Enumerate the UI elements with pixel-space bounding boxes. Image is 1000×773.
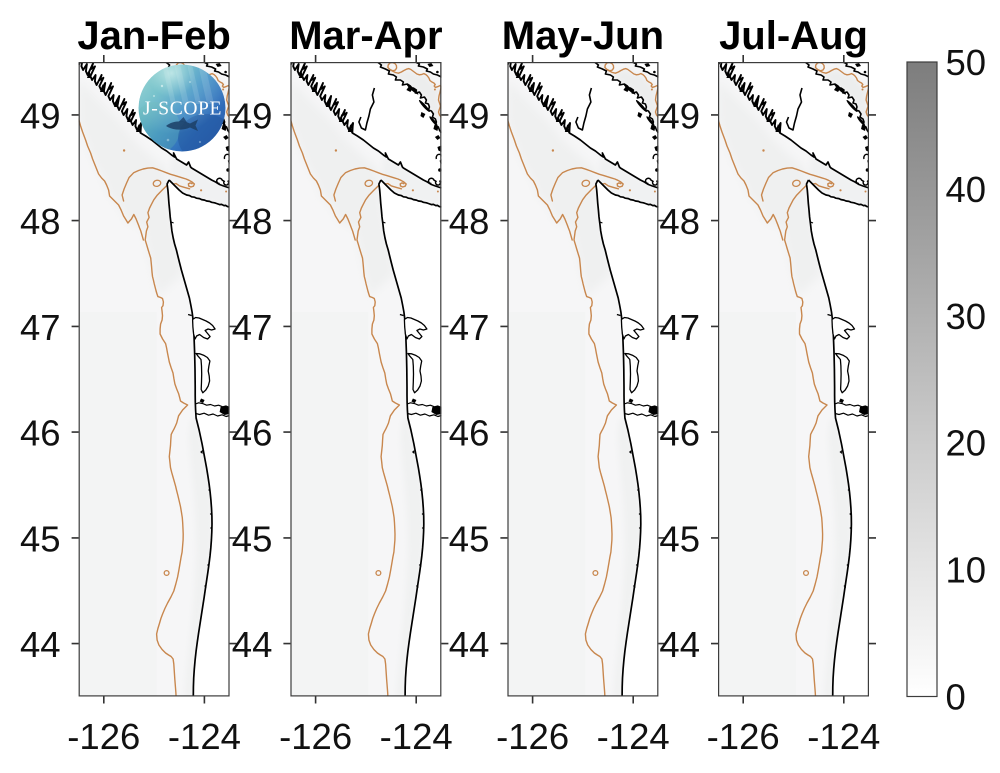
- svg-text:49: 49: [659, 95, 700, 136]
- svg-text:45: 45: [449, 518, 490, 559]
- svg-text:-126: -126: [496, 716, 569, 757]
- svg-text:46: 46: [20, 413, 61, 454]
- svg-text:47: 47: [659, 307, 700, 348]
- svg-text:45: 45: [659, 518, 700, 559]
- svg-text:20: 20: [946, 423, 987, 464]
- svg-text:44: 44: [449, 624, 490, 665]
- svg-text:-124: -124: [597, 716, 670, 757]
- svg-text:0: 0: [946, 677, 966, 718]
- svg-text:47: 47: [449, 307, 490, 348]
- svg-text:May-Jun: May-Jun: [502, 14, 664, 58]
- svg-text:-124: -124: [168, 716, 241, 757]
- svg-text:49: 49: [20, 95, 61, 136]
- svg-text:50: 50: [946, 42, 987, 83]
- svg-text:-126: -126: [707, 716, 780, 757]
- svg-text:46: 46: [659, 413, 700, 454]
- svg-text:48: 48: [659, 201, 700, 242]
- svg-text:49: 49: [449, 95, 490, 136]
- svg-text:-126: -126: [279, 716, 352, 757]
- svg-text:46: 46: [232, 413, 273, 454]
- svg-text:48: 48: [232, 201, 273, 242]
- svg-text:Jan-Feb: Jan-Feb: [77, 14, 230, 58]
- svg-text:47: 47: [232, 307, 273, 348]
- svg-text:48: 48: [20, 201, 61, 242]
- svg-text:44: 44: [20, 624, 61, 665]
- svg-text:Mar-Apr: Mar-Apr: [289, 14, 442, 58]
- svg-text:44: 44: [659, 624, 700, 665]
- svg-text:40: 40: [946, 169, 987, 210]
- svg-text:-126: -126: [67, 716, 140, 757]
- svg-text:J-SCOPE: J-SCOPE: [143, 99, 222, 120]
- svg-text:45: 45: [232, 518, 273, 559]
- svg-text:49: 49: [232, 95, 273, 136]
- svg-text:Jul-Aug: Jul-Aug: [719, 14, 868, 58]
- svg-text:30: 30: [946, 296, 987, 337]
- svg-text:45: 45: [20, 518, 61, 559]
- svg-text:47: 47: [20, 307, 61, 348]
- svg-text:46: 46: [449, 413, 490, 454]
- svg-text:44: 44: [232, 624, 273, 665]
- svg-text:48: 48: [449, 201, 490, 242]
- svg-text:-124: -124: [807, 716, 880, 757]
- svg-text:10: 10: [946, 550, 987, 591]
- svg-text:-124: -124: [380, 716, 453, 757]
